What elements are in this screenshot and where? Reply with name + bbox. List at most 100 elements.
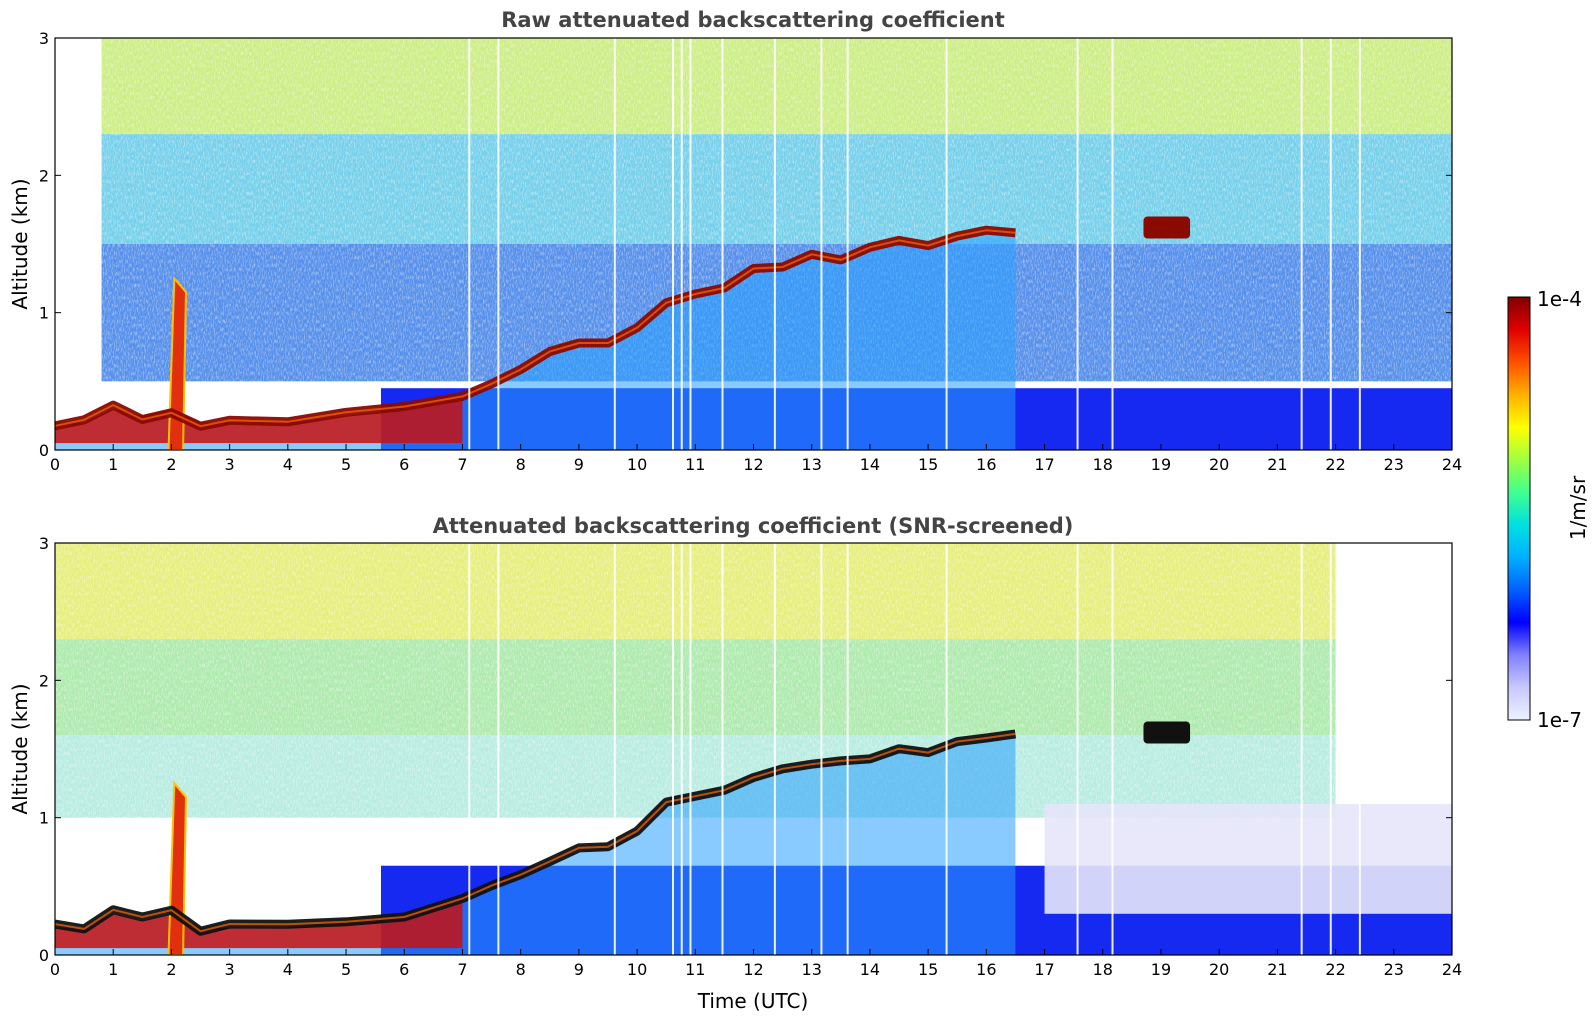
x-tick-label: 3 (225, 455, 235, 474)
x-tick-label: 19 (1151, 960, 1171, 979)
x-axis-ticks: 0 1 2 3 4 5 6 7 8 9 10 11 12 13 14 15 16 17 18 19 20 21 22 23 24 (50, 949, 1462, 979)
panel-title: Raw attenuated backscattering coefficien… (501, 8, 1005, 32)
x-tick-label: 9 (574, 455, 584, 474)
data-gap (1329, 38, 1332, 450)
x-tick-label: 4 (283, 455, 293, 474)
data-gap (1111, 38, 1114, 450)
x-tick-label: 2 (166, 960, 176, 979)
x-tick-label: 10 (627, 455, 647, 474)
data-gap (1111, 543, 1114, 955)
data-gap (1076, 38, 1079, 450)
data-gap (680, 38, 683, 450)
x-tick-label: 2 (166, 455, 176, 474)
x-tick-label: 3 (225, 960, 235, 979)
x-tick-label: 10 (627, 960, 647, 979)
x-tick-label: 20 (1209, 455, 1229, 474)
data-gap (468, 38, 471, 450)
data-gap (1300, 543, 1303, 955)
y-tick-label: 3 (39, 534, 49, 553)
x-tick-label: 4 (283, 960, 293, 979)
data-gap (945, 38, 948, 450)
layer-top-edge (55, 229, 1016, 428)
y-tick-label: 1 (39, 809, 49, 828)
data-gap (689, 38, 692, 450)
plume (167, 275, 187, 450)
x-axis-ticks: 0 1 2 3 4 5 6 7 8 9 10 11 12 13 14 15 16 17 18 19 20 21 22 23 24 (50, 444, 1462, 474)
y-axis-ticks: 0 1 2 3 (39, 534, 1452, 965)
data-gap (613, 38, 616, 450)
x-tick-label: 24 (1442, 960, 1462, 979)
data-gap (1076, 543, 1079, 955)
x-tick-label: 11 (685, 960, 705, 979)
x-tick-label: 0 (50, 455, 60, 474)
data-gap (1300, 38, 1303, 450)
snr-screened-panel: Attenuated backscattering coefficient (S… (8, 514, 1462, 1013)
x-tick-label: 15 (918, 960, 938, 979)
data-gap (846, 543, 849, 955)
data-gap (680, 543, 683, 955)
data-gap (497, 543, 500, 955)
x-tick-label: 6 (399, 455, 409, 474)
data-gap (672, 38, 675, 450)
y-tick-label: 0 (39, 946, 49, 965)
y-axis-label: Altitude (km) (8, 178, 32, 309)
y-tick-label: 2 (39, 166, 49, 185)
y-axis-ticks: 0 1 2 3 (39, 29, 1452, 460)
x-tick-label: 9 (574, 960, 584, 979)
data-gap (773, 38, 776, 450)
data-gap (820, 38, 823, 450)
x-axis-label: Time (UTC) (697, 989, 809, 1013)
x-tick-label: 13 (802, 960, 822, 979)
upper-cloud (1143, 721, 1191, 744)
colorbar-unit-label: 1/m/sr (1566, 475, 1590, 540)
x-tick-label: 11 (685, 455, 705, 474)
colorbar-bar (1507, 296, 1531, 721)
x-tick-label: 17 (1034, 960, 1054, 979)
data-gap (945, 543, 948, 955)
x-tick-label: 0 (50, 960, 60, 979)
x-tick-label: 18 (1093, 960, 1113, 979)
x-tick-label: 23 (1384, 960, 1404, 979)
x-tick-label: 22 (1325, 455, 1345, 474)
data-gap (1358, 543, 1361, 955)
upper-cloud (1143, 216, 1191, 239)
y-tick-label: 2 (39, 671, 49, 690)
x-tick-label: 12 (743, 455, 763, 474)
colorbar-max-label: 1e-4 (1537, 287, 1582, 311)
colorbar: 1e-4 1e-7 1/m/sr (1507, 287, 1590, 732)
x-tick-label: 7 (457, 455, 467, 474)
x-tick-label: 5 (341, 455, 351, 474)
data-gap (721, 543, 724, 955)
x-tick-label: 23 (1384, 455, 1404, 474)
x-tick-label: 5 (341, 960, 351, 979)
data-gap (1329, 543, 1332, 955)
data-gap (672, 543, 675, 955)
y-tick-label: 1 (39, 304, 49, 323)
colorbar-min-label: 1e-7 (1537, 708, 1582, 732)
data-gap (497, 38, 500, 450)
x-tick-label: 20 (1209, 960, 1229, 979)
x-tick-label: 1 (108, 455, 118, 474)
x-tick-label: 12 (743, 960, 763, 979)
x-tick-label: 8 (516, 960, 526, 979)
heatmap-field (55, 38, 1452, 450)
screened-haze (1044, 803, 1452, 914)
x-tick-label: 14 (860, 455, 880, 474)
x-tick-label: 24 (1442, 455, 1462, 474)
x-tick-label: 14 (860, 960, 880, 979)
data-gap (468, 543, 471, 955)
data-gap (1358, 38, 1361, 450)
x-tick-label: 18 (1093, 455, 1113, 474)
data-gap (613, 543, 616, 955)
x-tick-label: 16 (976, 960, 996, 979)
y-tick-label: 3 (39, 29, 49, 48)
x-tick-label: 21 (1267, 455, 1287, 474)
y-tick-label: 0 (39, 441, 49, 460)
x-tick-label: 15 (918, 455, 938, 474)
heatmap-field (55, 543, 1452, 955)
early-aerosol-layer (55, 395, 463, 444)
raw-backscatter-panel: Raw attenuated backscattering coefficien… (8, 8, 1462, 474)
layer-top-edge (55, 732, 1016, 933)
x-tick-label: 19 (1151, 455, 1171, 474)
